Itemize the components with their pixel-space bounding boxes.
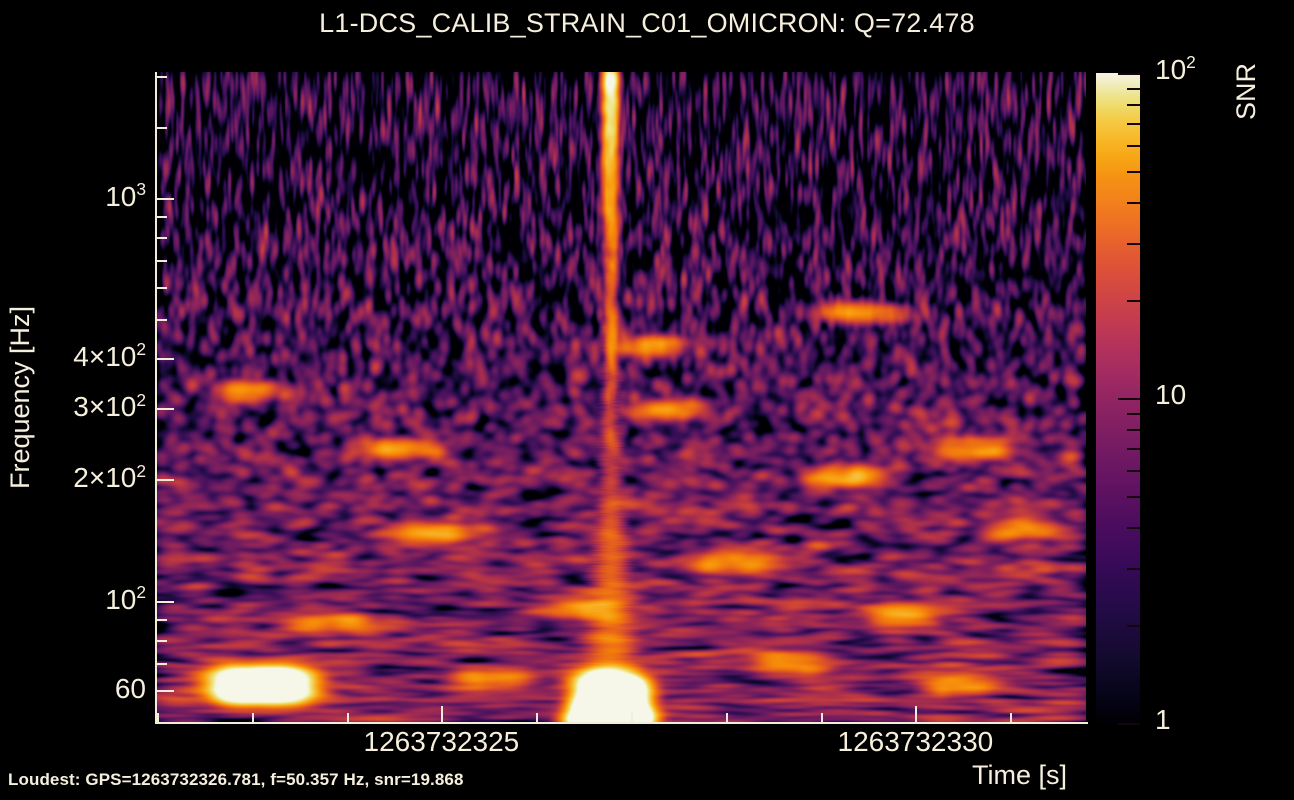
y-axis-label-text: Frequency [Hz] (5, 305, 36, 489)
y-axis-minor-tick (157, 259, 167, 262)
x-axis-major-tick (441, 706, 444, 722)
spectrogram-heatmap[interactable] (157, 72, 1086, 722)
colorbar-minor-tick (1127, 470, 1140, 473)
colorbar-minor-tick (1127, 300, 1140, 303)
colorbar-minor-tick (1127, 104, 1140, 107)
y-axis-minor-tick (157, 286, 167, 289)
colorbar-tick-label: 1 (1155, 704, 1171, 735)
y-axis-tick-label: 4×102 (73, 339, 146, 372)
y-axis-tick-label: 60 (114, 673, 146, 705)
x-axis-major-tick (915, 706, 918, 722)
y-axis-minor-tick (157, 663, 167, 666)
colorbar-tick-label: 102 (1155, 52, 1196, 85)
y-axis-major-tick (157, 479, 174, 482)
colorbar-minor-tick (1127, 87, 1140, 90)
y-axis-minor-tick (157, 76, 167, 79)
colorbar-wrap[interactable] (1096, 73, 1140, 725)
x-axis-minor-tick (346, 713, 349, 722)
x-axis-tick-label: 1263732330 (837, 726, 994, 757)
x-axis-minor-tick (536, 713, 539, 722)
colorbar-minor-tick (1127, 170, 1140, 173)
y-axis-major-tick (157, 197, 174, 200)
colorbar-major-tick (1118, 398, 1140, 400)
loudest-event-footer: Loudest: GPS=1263732326.781, f=50.357 Hz… (8, 770, 464, 789)
colorbar-minor-tick (1127, 495, 1140, 498)
colorbar-tick-label: 10 (1155, 379, 1187, 410)
y-axis-major-tick (157, 357, 174, 360)
x-axis-label: Time [s] (972, 760, 1068, 790)
y-axis-minor-tick (157, 619, 167, 622)
x-axis-minor-tick (630, 713, 633, 722)
x-axis-minor-tick (1010, 713, 1013, 722)
x-axis-minor-tick (157, 713, 159, 722)
colorbar-title: SNR (1226, 63, 1266, 216)
y-axis-minor-tick (157, 215, 167, 218)
spectrogram-panel[interactable] (157, 72, 1086, 722)
colorbar-minor-tick (1127, 429, 1140, 432)
y-axis-minor-tick (157, 639, 167, 642)
y-axis-line (155, 72, 157, 724)
x-axis-minor-tick (251, 713, 254, 722)
colorbar-major-tick (1118, 73, 1140, 75)
colorbar-minor-tick (1127, 527, 1140, 530)
colorbar-minor-tick (1127, 625, 1140, 628)
colorbar-title-text: SNR (1230, 62, 1261, 121)
y-axis-major-tick (157, 408, 174, 411)
y-axis-tick-label: 2×102 (73, 460, 146, 494)
colorbar-minor-tick (1127, 412, 1140, 415)
colorbar-minor-tick (1127, 242, 1140, 245)
colorbar-minor-tick (1127, 567, 1140, 570)
colorbar-major-tick (1118, 723, 1140, 725)
y-axis-label: Frequency [Hz] (4, 72, 38, 722)
y-axis-major-tick (157, 600, 174, 603)
y-axis-tick-label: 103 (105, 178, 146, 212)
y-axis-tick-label: 102 (105, 581, 146, 615)
colorbar-minor-tick (1127, 202, 1140, 205)
y-axis-major-tick (157, 690, 174, 693)
colorbar-minor-tick (1127, 145, 1140, 148)
x-axis-line (155, 722, 1088, 724)
y-axis-minor-tick (157, 236, 167, 239)
page-title: L1-DCS_CALIB_STRAIN_C01_OMICRON: Q=72.47… (319, 8, 975, 38)
colorbar-minor-tick (1127, 448, 1140, 451)
y-axis-minor-tick (157, 318, 167, 321)
x-axis-tick-label: 1263732325 (363, 726, 520, 757)
y-axis-minor-tick (157, 126, 167, 129)
colorbar-minor-tick (1127, 123, 1140, 126)
x-axis-minor-tick (725, 713, 728, 722)
x-axis-minor-tick (820, 713, 823, 722)
y-axis-tick-label: 3×102 (73, 389, 146, 423)
